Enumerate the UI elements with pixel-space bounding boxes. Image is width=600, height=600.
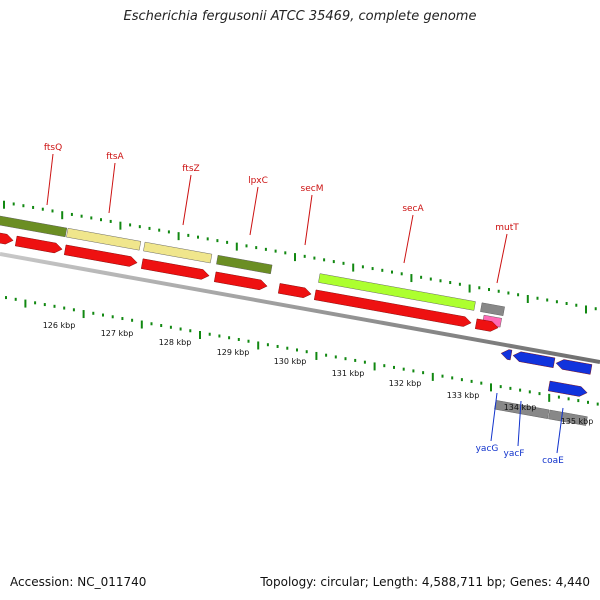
label-leader [249, 186, 259, 236]
forward-cds-arrow [14, 235, 63, 254]
cog-block [480, 302, 505, 316]
label-leader [403, 214, 414, 264]
forward-cds-arrow [0, 231, 14, 245]
reverse-cds-arrow [512, 351, 556, 368]
cog-block [216, 255, 273, 275]
scale-labels: 126 kbp 127 kbp 128 kbp 129 kbp 130 kbp 131 k… [43, 321, 594, 426]
cog-block [143, 241, 213, 264]
label-leader [517, 400, 522, 447]
label-leader [46, 153, 54, 206]
reverse-cds-arrow [555, 359, 593, 375]
forward-cds-arrow [547, 380, 588, 397]
backbone [0, 252, 600, 364]
label-leaders: ftsQ ftsA ftsZ lpxC secM secA mutT yacG yacF coaE [44, 143, 564, 466]
gene-label: ftsZ [182, 164, 199, 174]
label-leader [304, 194, 313, 246]
inner-tick-ring [5, 296, 599, 406]
gene-label: coaE [542, 456, 564, 466]
map-title: Escherichia fergusonii ATCC 35469, compl… [123, 9, 477, 24]
scale-label: 128 kbp [159, 338, 192, 347]
scale-label: 127 kbp [101, 329, 134, 338]
gene-label: yacG [476, 444, 499, 454]
label-leader [496, 233, 508, 284]
cog-block [318, 273, 476, 311]
scale-label: 135 kbp [561, 417, 594, 426]
cog-block [66, 228, 142, 251]
scale-label: 130 kbp [274, 357, 307, 366]
accession-text: Accession: NC_011740 [10, 575, 147, 589]
cog-block [0, 214, 68, 238]
outer-tick-ring [3, 200, 597, 314]
label-leader [556, 407, 564, 454]
forward-cds-arrow [63, 244, 138, 267]
forward-cds-arrow [474, 318, 499, 332]
gene-label: ftsA [106, 152, 124, 162]
gene-label: secA [402, 204, 424, 214]
gene-label: mutT [495, 223, 519, 233]
cds-arrow-track [0, 231, 593, 397]
cog-block-track [0, 214, 588, 426]
forward-cds-arrow [277, 283, 312, 298]
forward-cds-arrow [313, 289, 472, 327]
label-leader [108, 162, 116, 214]
scale-label: 134 kbp [504, 403, 537, 412]
scale-label: 131 kbp [332, 369, 365, 378]
forward-cds-arrow [213, 271, 268, 291]
summary-text: Topology: circular; Length: 4,588,711 bp… [260, 575, 590, 589]
scale-label: 132 kbp [389, 379, 422, 388]
cog-block [548, 409, 588, 426]
reverse-cds-arrow [500, 349, 513, 361]
scale-label: 133 kbp [447, 391, 480, 400]
scale-label: 129 kbp [217, 348, 250, 357]
scale-label: 126 kbp [43, 321, 76, 330]
gene-label: lpxC [248, 176, 268, 186]
gene-label: yacF [504, 449, 525, 459]
label-leader [182, 174, 192, 226]
label-leader [490, 392, 498, 442]
forward-cds-arrow [140, 258, 210, 280]
gene-label: ftsQ [44, 143, 62, 153]
gene-label: secM [301, 184, 324, 194]
